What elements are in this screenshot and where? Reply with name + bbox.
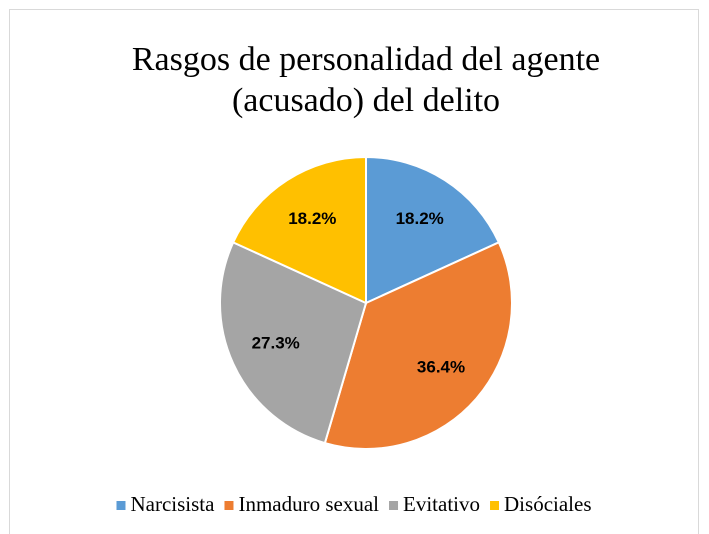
pie-slice (323, 241, 513, 450)
legend-swatch (116, 501, 126, 510)
data-label: 18.2% (396, 209, 444, 228)
legend-label: Narcisista (130, 492, 215, 516)
legend-label: Inmaduro sexual (238, 492, 379, 516)
legend-swatch (224, 501, 234, 510)
legend-swatch (389, 501, 399, 510)
data-label: 27.3% (252, 334, 300, 353)
legend-label: Disóciales (504, 492, 591, 516)
chart-title: (acusado) del delito (232, 82, 500, 119)
pie-slice (219, 241, 368, 445)
chart-title: Rasgos de personalidad del agente (132, 41, 600, 78)
data-label: 36.4% (417, 357, 465, 376)
legend-label: Evitativo (403, 492, 480, 516)
legend-swatch (490, 501, 500, 510)
pie-slice (365, 155, 501, 305)
pie-slice (231, 155, 367, 305)
data-label: 18.2% (288, 209, 336, 228)
